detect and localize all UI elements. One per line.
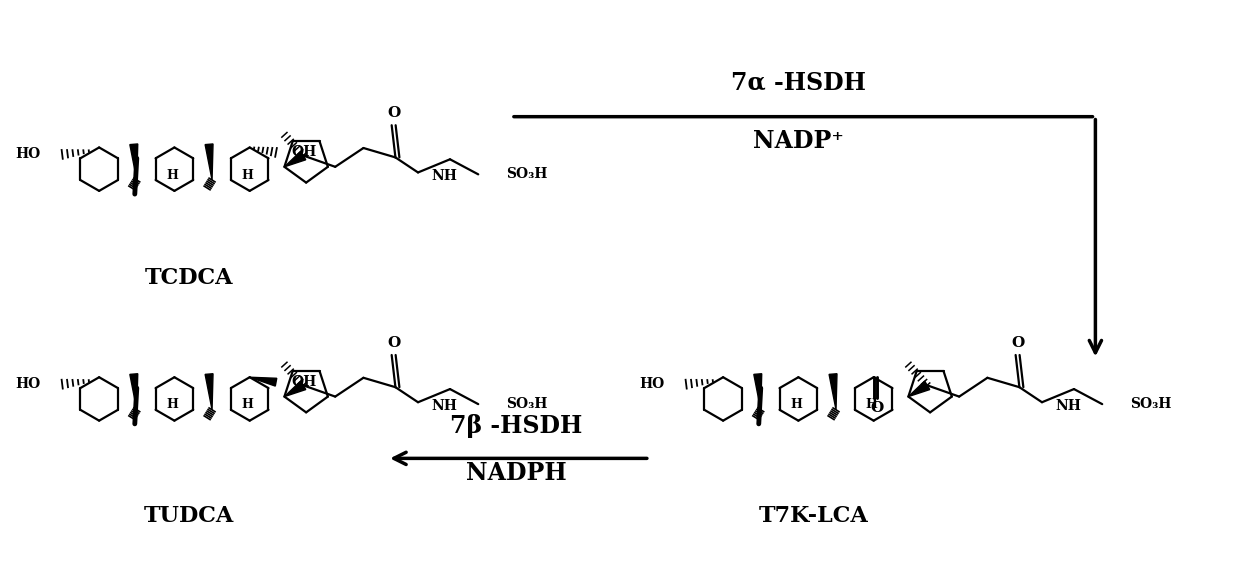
Text: O: O [387, 336, 401, 350]
Text: HO: HO [639, 377, 665, 391]
Text: SO₃H: SO₃H [506, 168, 547, 182]
Text: TCDCA: TCDCA [145, 267, 233, 289]
Polygon shape [249, 377, 277, 386]
Polygon shape [130, 374, 138, 410]
Text: O: O [870, 401, 883, 415]
Polygon shape [754, 374, 761, 410]
Polygon shape [830, 374, 837, 410]
Text: T7K-LCA: T7K-LCA [758, 505, 868, 527]
Polygon shape [284, 151, 306, 167]
Text: O: O [1011, 336, 1024, 350]
Text: NADP⁺: NADP⁺ [753, 129, 843, 154]
Text: H: H [790, 398, 802, 411]
Text: H: H [242, 169, 254, 182]
Text: H: H [866, 398, 878, 411]
Polygon shape [205, 374, 213, 410]
Text: HO: HO [15, 377, 41, 391]
Text: NH: NH [1055, 399, 1081, 413]
Polygon shape [130, 144, 138, 180]
Text: NH: NH [432, 169, 458, 183]
Text: 7β -HSDH: 7β -HSDH [450, 414, 583, 438]
Text: NH: NH [432, 399, 458, 413]
Text: O: O [387, 106, 401, 120]
Text: SO₃H: SO₃H [506, 397, 547, 411]
Text: OH: OH [291, 146, 317, 160]
Text: TUDCA: TUDCA [144, 505, 234, 527]
Text: NADPH: NADPH [466, 461, 567, 485]
Text: H: H [166, 398, 179, 411]
Text: SO₃H: SO₃H [1130, 397, 1172, 411]
Polygon shape [205, 144, 213, 180]
Text: H: H [166, 169, 179, 182]
Polygon shape [909, 381, 930, 397]
Text: OH: OH [291, 375, 317, 389]
Text: HO: HO [15, 147, 41, 161]
Text: 7α -HSDH: 7α -HSDH [730, 70, 866, 94]
Polygon shape [284, 381, 306, 397]
Text: H: H [242, 398, 254, 411]
